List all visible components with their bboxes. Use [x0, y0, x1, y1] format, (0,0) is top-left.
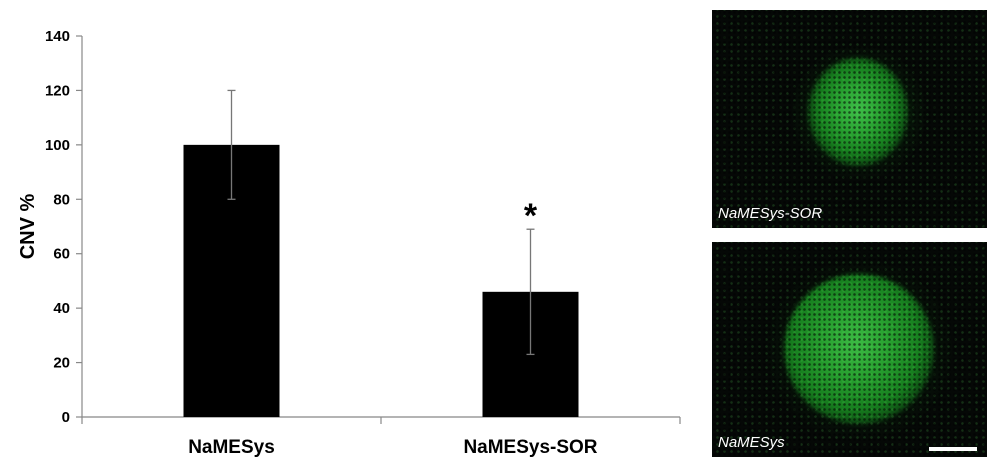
y-tick-label: 120 — [45, 82, 70, 99]
y-tick-label: 20 — [53, 355, 70, 372]
y-tick-label: 60 — [53, 246, 70, 263]
panel-label-bottom: NaMESys — [718, 434, 785, 451]
significance-marker: * — [524, 197, 538, 235]
y-tick-label: 80 — [53, 191, 70, 208]
y-tick-label: 40 — [53, 300, 70, 317]
panel-label-top: NaMESys-SOR — [718, 205, 823, 222]
y-axis-label: CNV % — [17, 194, 39, 260]
scale-bar — [929, 447, 977, 451]
y-tick-label: 140 — [45, 28, 70, 45]
cnv-bar-chart: 0 20 40 60 80 100 120 140 CNV % NaMESys NaMESys-SO… — [17, 28, 681, 458]
image-texture — [712, 10, 987, 228]
y-tick-label: 100 — [45, 137, 70, 154]
micrograph-namesys: NaMESys — [712, 242, 987, 457]
y-tick-label: 0 — [62, 409, 70, 426]
image-texture — [712, 242, 987, 457]
category-label: NaMESys-SOR — [463, 437, 597, 458]
category-label: NaMESys — [188, 437, 275, 458]
micrograph-namesys-sor: NaMESys-SOR — [712, 10, 987, 228]
